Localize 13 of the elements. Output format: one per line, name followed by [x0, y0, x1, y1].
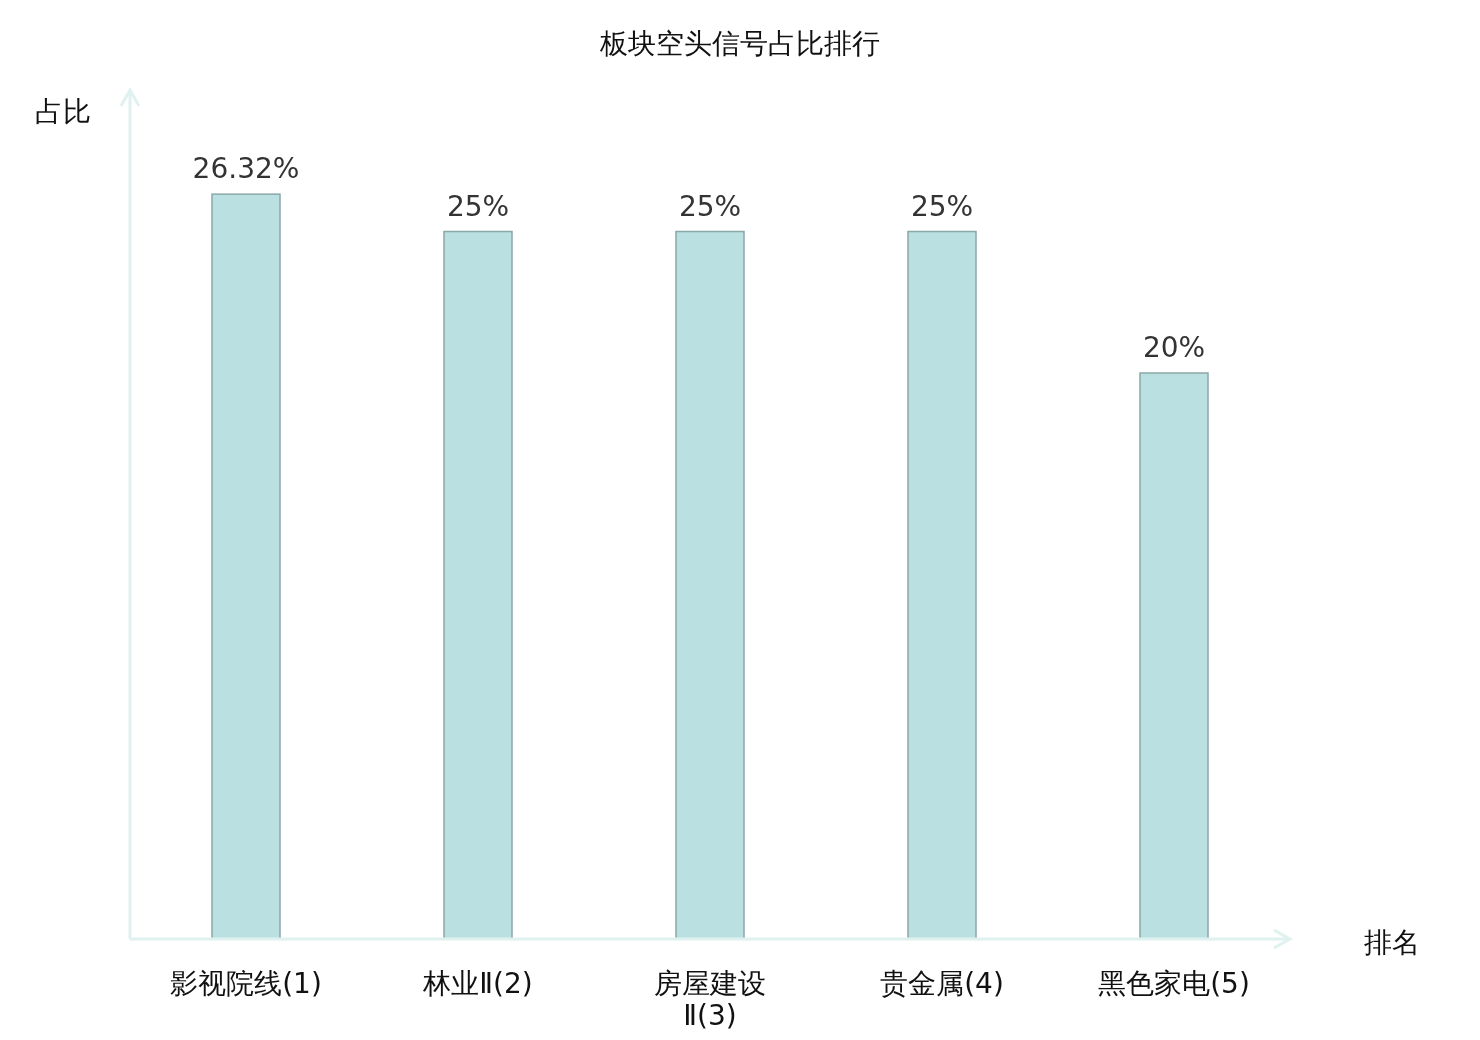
data-label: 26.32%	[192, 152, 300, 186]
chart-title: 板块空头信号占比排行	[599, 27, 880, 60]
x-tick-label: 影视院线(1)	[170, 967, 322, 1000]
x-axis-title: 排名	[1364, 926, 1420, 959]
data-label: 25%	[678, 189, 742, 223]
data-label: 25%	[446, 189, 510, 223]
x-tick-label: 贵金属(4)	[880, 967, 1004, 1000]
data-label: 20%	[1142, 331, 1206, 364]
y-axis-title: 占比	[35, 95, 91, 128]
x-tick-label: 黑色家电(5)	[1098, 967, 1250, 1000]
x-tick-label: 房屋建设Ⅱ(3)	[654, 967, 766, 1032]
data-label: 25%	[910, 189, 974, 223]
x-tick-label: 林业Ⅱ(2)	[422, 967, 533, 1000]
